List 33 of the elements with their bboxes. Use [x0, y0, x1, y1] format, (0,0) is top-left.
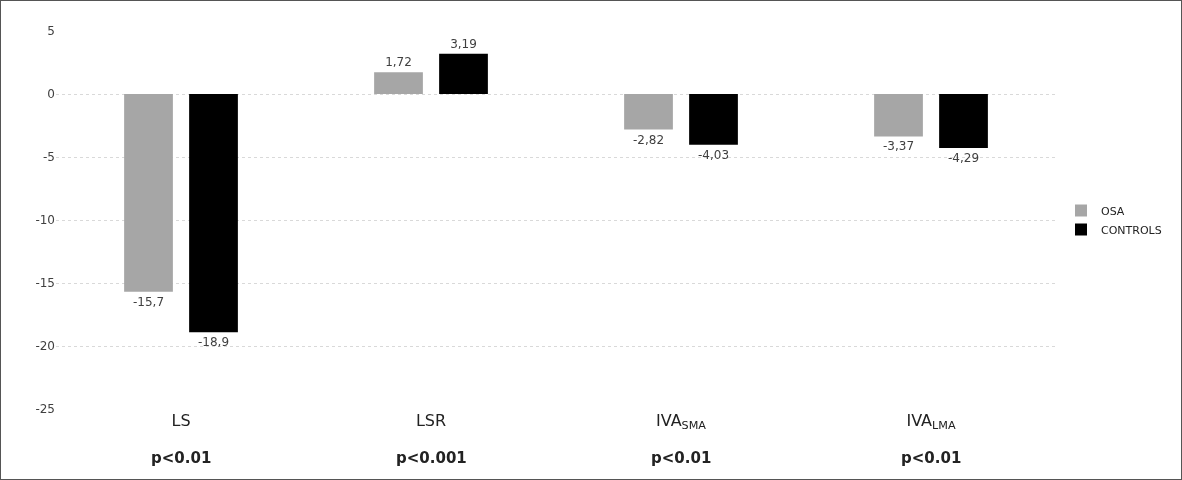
text: p<0.01	[901, 449, 962, 467]
bar	[939, 94, 988, 149]
text: p<0.01	[151, 449, 212, 467]
data-label: -3,37	[882, 139, 915, 154]
bar	[439, 53, 488, 94]
y-tick-label: -20	[35, 339, 55, 354]
y-tick-label: -15	[35, 276, 55, 291]
text: p<0.01	[651, 449, 712, 467]
data-label: -18,9	[197, 335, 230, 350]
y-tick-label: -10	[35, 213, 55, 228]
bar	[624, 94, 673, 130]
x-tick-label: LS	[171, 411, 191, 430]
y-tick-label: -5	[43, 150, 55, 165]
data-label: 1,72	[385, 55, 412, 70]
bar	[374, 72, 423, 94]
bar	[689, 94, 738, 145]
data-label: 3,19	[450, 36, 477, 51]
data-label: -4,29	[947, 151, 980, 166]
data-label: -2,82	[632, 132, 665, 147]
text: p<0.001	[396, 449, 467, 467]
data-label: -15,7	[132, 294, 165, 309]
bar	[874, 94, 923, 137]
y-tick-label: -25	[35, 402, 55, 417]
x-tick-label: LSR	[415, 411, 447, 430]
x-tick-label: IVA$_{SMA}$	[655, 411, 707, 433]
legend-label: OSA	[1101, 204, 1125, 218]
bar	[189, 94, 238, 333]
y-tick-label: 5	[47, 24, 55, 39]
legend-label: CONTROLS	[1101, 223, 1162, 237]
bar	[124, 94, 173, 292]
data-label: -4,03	[697, 147, 730, 162]
x-tick-label: IVA$_{LMA}$	[906, 411, 956, 433]
y-tick-label: 0	[47, 87, 55, 102]
